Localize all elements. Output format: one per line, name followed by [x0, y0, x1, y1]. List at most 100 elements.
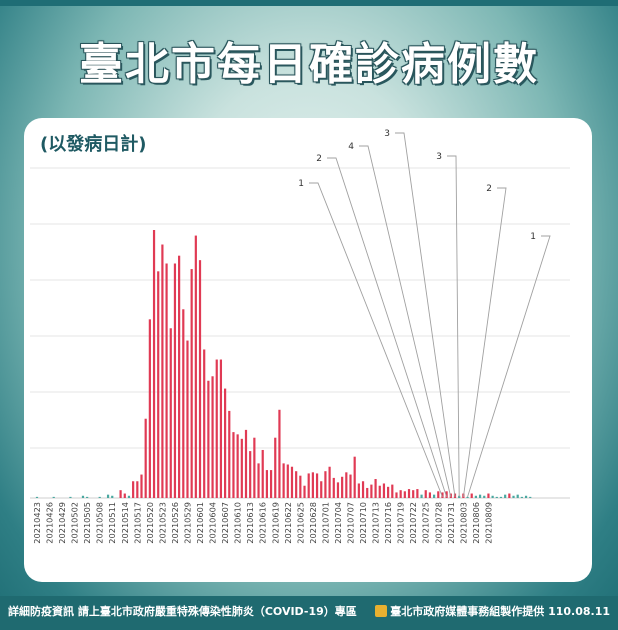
bar — [487, 493, 490, 498]
x-tick-label: 20210517 — [132, 502, 142, 544]
x-tick-label: 20210423 — [32, 502, 42, 544]
bar — [307, 473, 310, 498]
bar — [295, 471, 298, 498]
top-bar — [0, 0, 618, 6]
annotation-value-label: 1 — [298, 179, 304, 189]
bar — [194, 235, 197, 498]
bar — [445, 491, 448, 498]
x-tick-label: 20210628 — [308, 502, 318, 544]
bar — [69, 496, 72, 498]
x-tick-label: 20210505 — [82, 502, 92, 544]
bar — [512, 495, 515, 498]
bar — [324, 471, 327, 498]
footer-bar: 詳細防疫資訊 請上臺北市政府嚴重特殊傳染性肺炎（COVID-19）專區 臺北市政… — [0, 596, 618, 630]
bar — [529, 496, 532, 498]
bar — [424, 490, 427, 498]
bar — [224, 388, 227, 498]
bar — [228, 410, 231, 498]
bar — [412, 490, 415, 498]
bar — [374, 479, 377, 498]
bar — [403, 491, 406, 498]
bar — [286, 464, 289, 498]
x-tick-label: 20210426 — [45, 502, 55, 544]
bar — [161, 244, 164, 498]
bar — [524, 495, 528, 498]
bar — [182, 309, 185, 498]
bar — [265, 470, 268, 498]
bar — [499, 496, 503, 498]
bar — [52, 496, 55, 498]
bar — [278, 409, 281, 498]
bar — [433, 494, 436, 498]
bar — [119, 490, 122, 498]
x-tick-label: 20210622 — [283, 502, 293, 544]
x-tick-label: 20210625 — [295, 502, 305, 544]
x-tick-label: 20210610 — [233, 502, 243, 544]
x-tick-label: 20210604 — [208, 502, 218, 544]
bar — [253, 437, 256, 498]
bar — [303, 485, 306, 498]
x-tick-label: 20210607 — [220, 502, 230, 544]
bar — [152, 230, 156, 498]
bar — [349, 474, 352, 498]
bar — [441, 492, 444, 498]
bar — [198, 260, 202, 498]
x-tick-label: 20210806 — [471, 502, 481, 544]
x-tick-label: 20210701 — [320, 502, 330, 544]
x-tick-label: 20210803 — [458, 502, 468, 544]
bar — [35, 496, 39, 498]
bar — [508, 493, 511, 498]
x-tick-label: 20210710 — [358, 502, 368, 544]
bar — [299, 475, 302, 498]
bar — [81, 495, 85, 498]
chart-subtitle: (以發病日計) — [40, 134, 147, 155]
bar — [269, 470, 273, 498]
bar — [257, 463, 260, 498]
x-tick-label: 20210707 — [346, 502, 356, 544]
bar — [345, 472, 348, 498]
bar — [391, 484, 394, 498]
bar — [219, 359, 223, 498]
x-tick-label: 20210613 — [245, 502, 255, 544]
bar — [249, 451, 252, 498]
x-tick-label: 20210725 — [421, 502, 431, 544]
bar — [178, 255, 181, 498]
bar — [232, 432, 235, 498]
bar — [366, 487, 369, 498]
annotation-value-label: 4 — [348, 142, 354, 152]
bar — [169, 328, 172, 498]
x-tick-label: 20210722 — [408, 502, 418, 544]
bar — [407, 489, 411, 498]
bar — [136, 481, 139, 498]
footer-info-text: 詳細防疫資訊 請上臺北市政府嚴重特殊傳染性肺炎（COVID-19）專區 — [8, 605, 357, 618]
x-tick-label: 20210713 — [371, 502, 381, 544]
bar — [236, 434, 239, 498]
x-tick-label: 20210508 — [95, 502, 105, 544]
bar — [353, 456, 356, 498]
annotation-leader-line — [467, 235, 551, 498]
bar-chart: 20210423 20210426 20210429 20210502 20210505… — [30, 129, 570, 544]
x-tick-label: 20210728 — [433, 502, 443, 544]
bar — [244, 429, 248, 498]
bar — [320, 481, 323, 498]
x-tick-label: 20210731 — [446, 502, 456, 544]
annotation-value-label: 3 — [384, 129, 390, 139]
bar — [290, 466, 294, 498]
bar — [387, 486, 390, 498]
bar — [132, 481, 135, 498]
bar — [111, 495, 114, 498]
bar — [491, 495, 494, 498]
annotation-leader-line — [447, 155, 460, 498]
x-tick-label: 20210502 — [70, 502, 80, 544]
bar — [341, 476, 344, 498]
bar — [332, 477, 335, 498]
x-tick-label: 20210511 — [107, 502, 117, 544]
bar — [211, 376, 214, 498]
bar — [420, 494, 423, 498]
bar — [165, 263, 168, 498]
bar — [274, 437, 277, 498]
footer-credit: 臺北市政府媒體事務組製作提供 110.08.11 — [375, 603, 610, 619]
bar — [504, 494, 507, 498]
bar — [240, 438, 243, 498]
bar — [437, 491, 440, 498]
